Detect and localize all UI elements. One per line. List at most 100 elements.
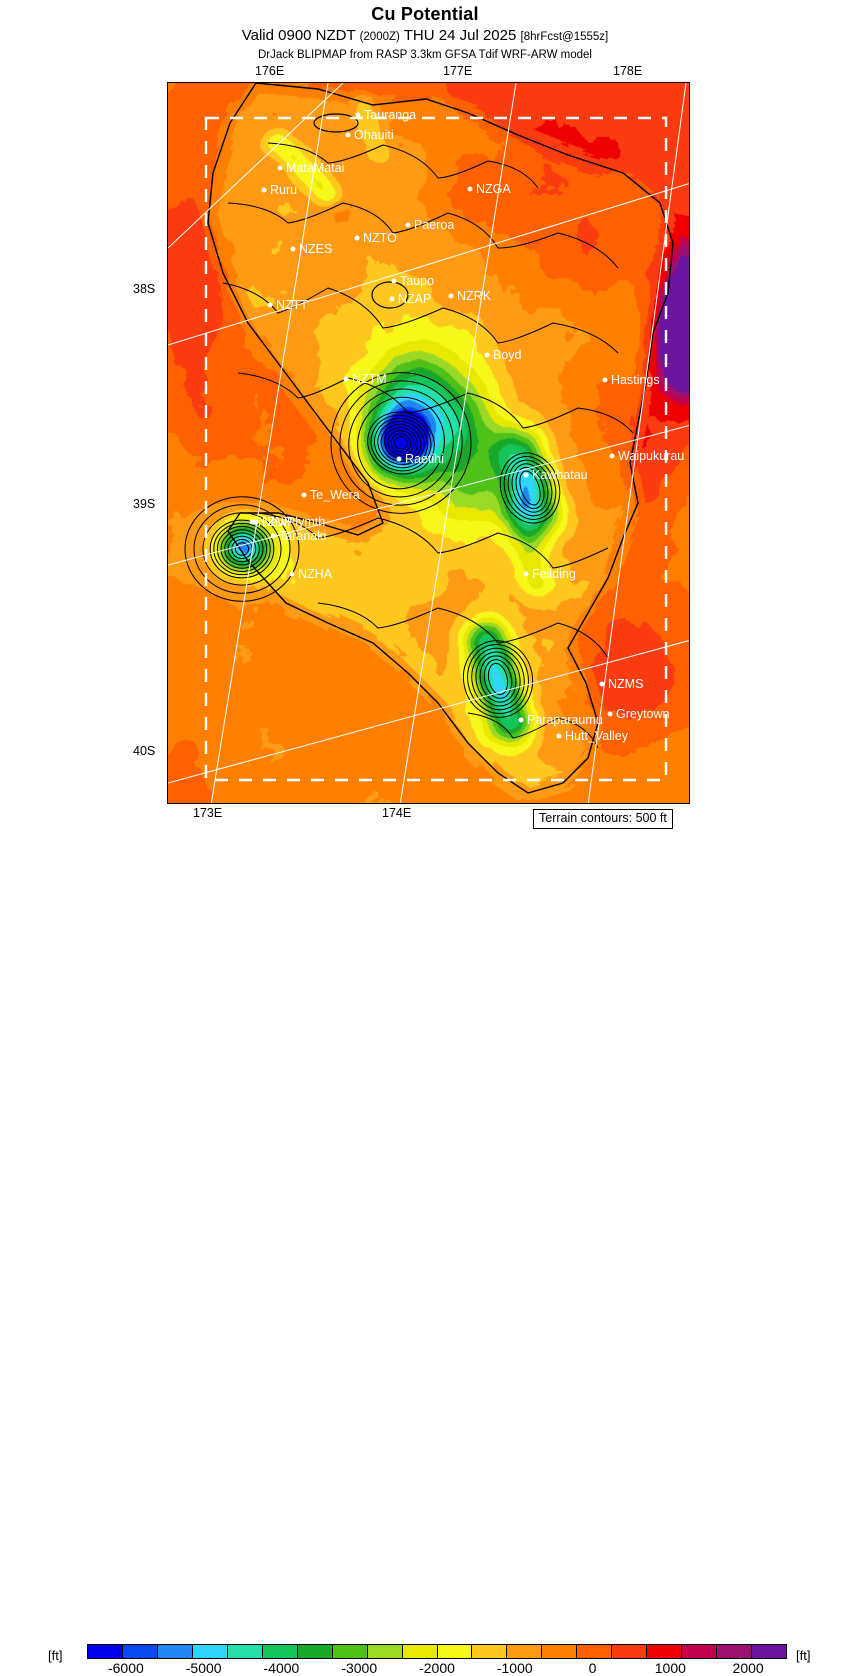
station-label: Boyd (493, 348, 522, 362)
station-marker (396, 456, 402, 462)
station-label: Paeroa (414, 218, 455, 232)
colorbar-tick-label: -4000 (263, 1660, 300, 1676)
station-marker (301, 492, 307, 498)
station-label: Raetihi (405, 452, 444, 466)
station-marker (467, 186, 473, 192)
station-label: NZGA (476, 182, 511, 196)
colorbar-unit-right: [ft] (796, 1648, 811, 1663)
station-marker (599, 681, 605, 687)
station-marker (355, 112, 361, 118)
station-label: Taranaki (279, 529, 327, 543)
valid-time-line: Valid 0900 NZDT (2000Z) THU 24 Jul 2025 … (0, 26, 850, 47)
station-marker (249, 519, 255, 525)
valid-time-zulu: (2000Z) (359, 31, 400, 43)
station-marker (253, 519, 259, 525)
station-label: Hutt_Valley (565, 729, 628, 743)
station-marker (518, 717, 524, 723)
colorbar-tick-label: -3000 (341, 1660, 378, 1676)
station-marker (261, 187, 267, 193)
station-marker (556, 733, 562, 739)
station-label: Paraparaumu (527, 713, 603, 727)
colorbar-tick-label: -2000 (419, 1660, 455, 1676)
station-marker (405, 222, 411, 228)
station-marker (343, 376, 349, 382)
station-marker (523, 472, 529, 478)
station-marker (389, 296, 395, 302)
station-marker (354, 235, 360, 241)
colorbar-swatch (612, 1645, 648, 1658)
colorbar-swatch (227, 1645, 263, 1658)
station-label: Ruru (270, 183, 298, 197)
station-label: NZNP (258, 515, 293, 529)
station-label: Te_Wera (310, 488, 360, 502)
station-label: NewPlymth (262, 515, 326, 529)
colorbar-swatch (717, 1645, 753, 1658)
valid-time-main: Valid 0900 NZDT (241, 27, 356, 44)
station-marker (607, 711, 613, 717)
colorbar-swatch (752, 1645, 787, 1658)
model-source-line: DrJack BLIPMAP from RASP 3.3km GFSA Tdif… (257, 49, 592, 61)
colorbar-unit-left: [ft] (48, 1648, 63, 1663)
station-marker (609, 453, 615, 459)
station-label: Waipukurau (618, 449, 685, 463)
station-marker (448, 293, 454, 299)
station-label: NZTT (276, 298, 308, 312)
colorbar-swatch (682, 1645, 718, 1658)
station-marker (484, 352, 490, 358)
station-label: Hastings (611, 373, 660, 387)
station-marker (602, 377, 608, 383)
colorbar-swatch (262, 1645, 298, 1658)
station-marker (345, 132, 351, 138)
station-label: NZHA (298, 567, 333, 581)
station-label: NZRK (457, 289, 492, 303)
lon-tick-label: 178E (613, 64, 643, 78)
colorbar-swatch (437, 1645, 473, 1658)
colorbar-swatches (87, 1644, 787, 1659)
colorbar-tick-label: 1000 (654, 1660, 686, 1676)
colorbar-swatch (192, 1645, 228, 1658)
colorbar-tick-label: -6000 (107, 1660, 144, 1676)
terrain-contour-note: Terrain contours: 500 ft (533, 809, 673, 829)
station-label: NZES (299, 242, 333, 256)
map-raster-layer (168, 83, 689, 803)
colorbar-swatch (647, 1645, 683, 1658)
colorbar-legend: [ft] [ft] -6000 -5000 -4000 -3000 -2000 -1000… (0, 820, 850, 1676)
lon-tick-label: 177E (443, 64, 473, 78)
colorbar-swatch (157, 1645, 193, 1658)
forecast-tag: [8hrFcst@1555z] (520, 31, 609, 43)
station-label: Taupo (400, 274, 435, 288)
colorbar-tick-label: -1000 (496, 1660, 533, 1676)
lon-tick-label: 174E (382, 806, 412, 820)
station-marker (270, 533, 276, 539)
station-label: Tauranga (364, 108, 417, 122)
colorbar-tick-label: 2000 (732, 1660, 764, 1676)
colorbar-swatch (402, 1645, 438, 1658)
colorbar-swatch (88, 1645, 123, 1658)
valid-time-date: THU 24 Jul 2025 (403, 27, 517, 44)
colorbar-swatch (507, 1645, 543, 1658)
station-label: NZMS (608, 677, 644, 691)
header-block: Cu Potential Valid 0900 NZDT (2000Z) THU… (0, 0, 850, 62)
forecast-map[interactable]: Tauranga Ohauiti MataMatai Ruru NZGA Paeroa NZ… (167, 82, 690, 804)
station-label: NZTO (363, 231, 397, 245)
colorbar-swatch (367, 1645, 403, 1658)
station-marker (289, 571, 295, 577)
colorbar-swatch (332, 1645, 368, 1658)
colorbar-swatch (577, 1645, 613, 1658)
station-marker (391, 278, 397, 284)
colorbar-swatch (472, 1645, 508, 1658)
station-label: Kawhatau (532, 468, 588, 482)
lat-tick-label: 38S (133, 282, 156, 296)
colorbar-tick-label: -5000 (185, 1660, 222, 1676)
colorbar-swatch (542, 1645, 578, 1658)
station-label: NZTM (352, 372, 387, 386)
station-label: NZAP (398, 292, 432, 306)
colorbar-swatch (122, 1645, 158, 1658)
station-marker (277, 165, 283, 171)
lat-tick-label: 39S (133, 497, 156, 511)
lon-tick-label: 173E (193, 806, 223, 820)
page-title: Cu Potential (371, 4, 479, 24)
station-label: Greytown (616, 707, 670, 721)
station-label: MataMatai (286, 161, 345, 175)
station-marker (267, 302, 273, 308)
